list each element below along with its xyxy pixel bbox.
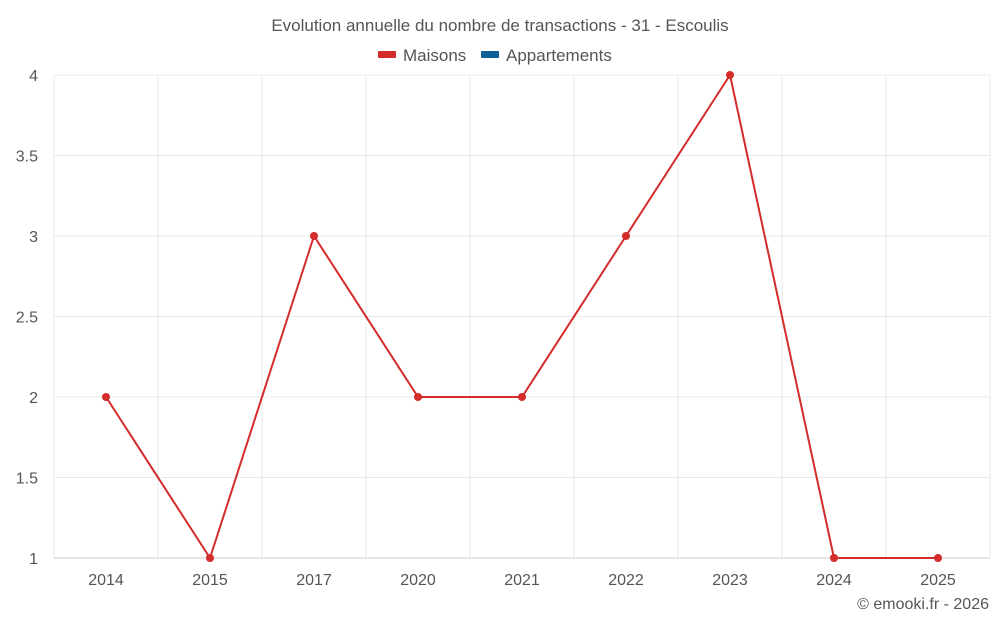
y-tick-label: 2 [29, 390, 38, 407]
y-tick-label: 3.5 [16, 149, 38, 166]
chart-title: Evolution annuelle du nombre de transact… [271, 16, 728, 35]
data-point[interactable] [622, 232, 630, 240]
x-tick-label: 2014 [88, 572, 124, 589]
x-tick-label: 2025 [920, 572, 956, 589]
legend-item-maisons[interactable]: Maisons [378, 46, 466, 65]
legend-swatch-maisons [378, 51, 396, 58]
data-point[interactable] [518, 393, 526, 401]
x-tick-label: 2021 [504, 572, 540, 589]
series-layer [102, 71, 942, 562]
x-tick-label: 2022 [608, 572, 644, 589]
data-point[interactable] [206, 554, 214, 562]
data-point[interactable] [934, 554, 942, 562]
y-tick-label: 2.5 [16, 310, 38, 327]
credit: © emooki.fr - 2026 [857, 596, 989, 613]
y-tick-label: 1 [29, 551, 38, 568]
y-tick-label: 1.5 [16, 471, 38, 488]
x-tick-label: 2015 [192, 572, 228, 589]
data-point[interactable] [310, 232, 318, 240]
x-axis: 2014 2015 2017 2020 2021 2022 2023 2024 2025 [88, 572, 956, 589]
legend: Maisons Appartements [378, 46, 612, 65]
legend-item-appartements[interactable]: Appartements [481, 46, 612, 65]
data-point[interactable] [830, 554, 838, 562]
x-tick-label: 2024 [816, 572, 852, 589]
y-axis: 1 1.5 2 2.5 3 3.5 4 [16, 68, 38, 568]
data-point[interactable] [102, 393, 110, 401]
y-tick-label: 4 [29, 68, 38, 85]
y-tick-label: 3 [29, 229, 38, 246]
legend-label-appartements: Appartements [506, 46, 612, 65]
data-point[interactable] [726, 71, 734, 79]
x-tick-label: 2017 [296, 572, 332, 589]
x-tick-label: 2023 [712, 572, 748, 589]
x-tick-label: 2020 [400, 572, 436, 589]
grid [53, 74, 991, 559]
legend-swatch-appartements [481, 51, 499, 58]
legend-label-maisons: Maisons [403, 46, 466, 65]
data-point[interactable] [414, 393, 422, 401]
